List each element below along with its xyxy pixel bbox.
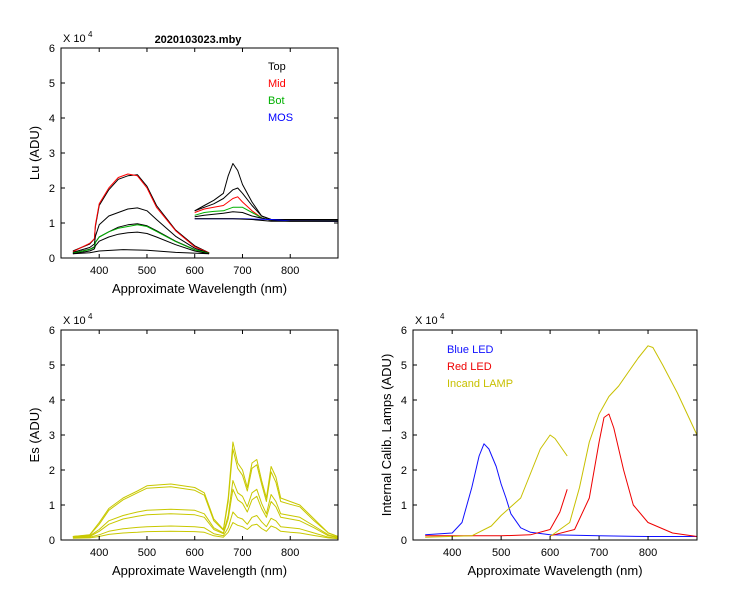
- series-line-incand-lamp-2: [549, 345, 698, 537]
- x-tick-label: 600: [186, 265, 204, 277]
- x-tick-label: 600: [186, 547, 204, 559]
- y-tick-label: 6: [401, 325, 407, 337]
- legend-entry-mos: MOS: [268, 112, 293, 124]
- x-tick-label: 400: [443, 547, 461, 559]
- legend-entry-red-led: Red LED: [447, 361, 492, 373]
- x-tick-label: 500: [138, 547, 156, 559]
- series-line-incand-lamp: [425, 434, 568, 538]
- y-tick-label: 5: [49, 360, 55, 372]
- series-line-es-1: [72, 441, 339, 537]
- y-tick-label: 2: [49, 183, 55, 195]
- x-axis-label: Approximate Wavelength (nm): [112, 281, 287, 296]
- series-line-red-led-2: [549, 413, 698, 537]
- legend-entry-blue-led: Blue LED: [447, 344, 494, 356]
- y-axis-label: Internal Calib. Lamps (ADU): [379, 354, 394, 517]
- legend-entry-mid: Mid: [268, 78, 286, 90]
- x-tick-label: 600: [541, 547, 559, 559]
- x-tick-label: 400: [90, 265, 108, 277]
- y-axis-label: Es (ADU): [27, 408, 42, 463]
- legend-entry-bot: Bot: [268, 95, 285, 107]
- y-tick-label: 3: [49, 148, 55, 160]
- series-line-es-6: [72, 522, 339, 540]
- y-tick-label: 5: [401, 360, 407, 372]
- y-tick-label: 0: [401, 535, 407, 547]
- series-line-top-9: [194, 218, 338, 222]
- y-tick-label: 4: [401, 395, 407, 407]
- legend-entry-top: Top: [268, 61, 286, 73]
- series-line-red-led: [425, 489, 568, 537]
- y-tick-label: 2: [401, 465, 407, 477]
- legend-entry-incand-lamp: Incand LAMP: [447, 378, 513, 390]
- x-tick-label: 800: [639, 547, 657, 559]
- y-tick-label: 5: [49, 78, 55, 90]
- y-tick-label: 2: [49, 465, 55, 477]
- y-tick-label: 0: [49, 253, 55, 265]
- plot-frame: [60, 329, 339, 541]
- x-tick-label: 700: [590, 547, 608, 559]
- series-line-top-2: [72, 207, 210, 254]
- y-multiplier: X 10: [415, 315, 438, 327]
- series-line-top-5: [72, 249, 210, 255]
- series-line-bot-1: [72, 224, 210, 254]
- y-tick-label: 3: [401, 430, 407, 442]
- series-line-mid-1: [72, 173, 210, 254]
- x-tick-label: 800: [281, 265, 299, 277]
- y-tick-label: 4: [49, 113, 55, 125]
- y-tick-label: 1: [49, 500, 55, 512]
- y-tick-label: 6: [49, 43, 55, 55]
- y-tick-label: 3: [49, 430, 55, 442]
- x-axis-label: Approximate Wavelength (nm): [112, 563, 287, 578]
- x-tick-label: 700: [233, 547, 251, 559]
- x-tick-label: 500: [138, 265, 156, 277]
- series-line-top-7: [194, 187, 338, 221]
- series-line-es-3: [72, 480, 339, 538]
- y-axis-label: Lu (ADU): [27, 126, 42, 180]
- y-multiplier: X 10: [63, 315, 86, 327]
- y-tick-label: 0: [49, 535, 55, 547]
- x-tick-label: 800: [281, 547, 299, 559]
- series-line-es-2: [72, 448, 339, 537]
- x-axis-label: Approximate Wavelength (nm): [467, 563, 642, 578]
- y-multiplier: X 10: [63, 33, 86, 45]
- series-line-blue-led: [425, 443, 697, 537]
- plot-frame: [60, 47, 339, 259]
- y-multiplier-exponent: 4: [440, 312, 445, 321]
- series-line-top-8: [194, 211, 338, 222]
- y-multiplier-exponent: 4: [88, 312, 93, 321]
- x-tick-label: 500: [492, 547, 510, 559]
- x-tick-label: 400: [90, 547, 108, 559]
- series-line-es-4: [72, 488, 339, 538]
- series-line-es-5: [72, 511, 339, 539]
- x-tick-label: 700: [233, 265, 251, 277]
- y-tick-label: 4: [49, 395, 55, 407]
- figure-title: 2020103023.mby: [155, 34, 243, 46]
- y-tick-label: 1: [401, 500, 407, 512]
- y-tick-label: 1: [49, 218, 55, 230]
- series-line-top-4: [72, 231, 210, 255]
- y-multiplier-exponent: 4: [88, 30, 93, 39]
- y-tick-label: 6: [49, 325, 55, 337]
